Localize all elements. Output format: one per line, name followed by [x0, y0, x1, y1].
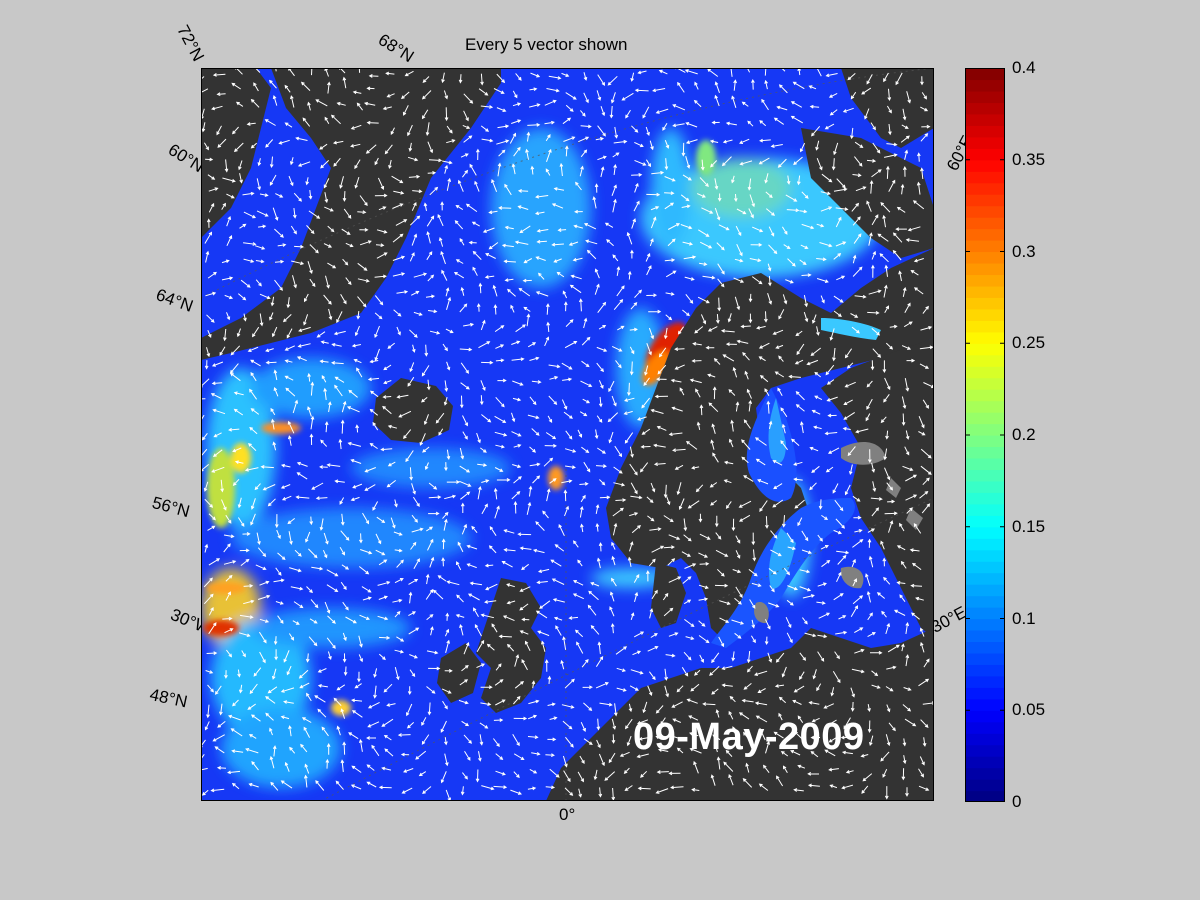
colorbar-step — [965, 113, 1005, 126]
colorbar-step — [965, 607, 1005, 620]
lon-label-30e: 30°E — [928, 602, 970, 637]
colorbar-step — [965, 79, 1005, 92]
land — [201, 68, 934, 801]
colorbar-step — [965, 308, 1005, 321]
colorbar-step — [965, 68, 1005, 81]
colorbar-tick-label: 0 — [1012, 792, 1022, 811]
colorbar-step — [965, 102, 1005, 115]
colorbar-step — [965, 469, 1005, 482]
colorbar-step — [965, 480, 1005, 493]
lat-label-68n: 68°N — [374, 30, 418, 67]
colorbar-step — [965, 423, 1005, 436]
colorbar-step — [965, 767, 1005, 780]
colorbar-tick-label: 0.4 — [1012, 58, 1036, 77]
colorbar-step — [965, 790, 1005, 802]
colorbar-step — [965, 664, 1005, 677]
colorbar-step — [965, 721, 1005, 734]
lat-label-64n: 64°N — [153, 285, 196, 316]
colorbar-tick-label: 0.15 — [1012, 516, 1046, 536]
colorbar-step — [965, 194, 1005, 207]
colorbar — [965, 68, 1005, 802]
colorbar-step — [965, 389, 1005, 402]
colorbar-step — [965, 446, 1005, 459]
colorbar-step — [965, 354, 1005, 367]
colorbar-tick-label: 0.35 — [1012, 149, 1046, 169]
colorbar-step — [965, 331, 1005, 344]
colorbar-step — [965, 733, 1005, 746]
colorbar-step — [965, 492, 1005, 505]
colorbar-step — [965, 675, 1005, 688]
baltic-sea — [711, 318, 881, 648]
colorbar-step — [965, 595, 1005, 608]
colorbar-step — [965, 526, 1005, 539]
date-stamp: 09-May-2009 — [633, 716, 865, 758]
colorbar-step — [965, 205, 1005, 218]
colorbar-tick-label: 0.1 — [1012, 608, 1036, 628]
colorbar-step — [965, 412, 1005, 425]
colorbar-step — [965, 561, 1005, 574]
colorbar-step — [965, 217, 1005, 230]
lat-label-48n: 48°N — [148, 685, 190, 712]
colorbar-step — [965, 687, 1005, 700]
colorbar-step — [965, 320, 1005, 333]
colorbar-step — [965, 584, 1005, 597]
colorbar-step — [965, 652, 1005, 665]
colorbar-step — [965, 710, 1005, 723]
colorbar-step — [965, 251, 1005, 264]
colorbar-step — [965, 182, 1005, 195]
colorbar-step — [965, 629, 1005, 643]
colorbar-step — [965, 148, 1005, 161]
colorbar-step — [965, 457, 1005, 471]
colorbar-step — [965, 171, 1005, 184]
colorbar-step — [965, 744, 1005, 757]
lat-label-72n: 72°N — [173, 22, 208, 65]
colorbar-step — [965, 618, 1005, 631]
vector-arrows — [201, 68, 934, 801]
lat-label-56n: 56°N — [150, 493, 192, 522]
plot-title: Every 5 vector shown — [465, 35, 628, 54]
colorbar-step — [965, 549, 1005, 562]
lon-label-0: 0° — [559, 805, 576, 824]
graticule — [201, 68, 934, 801]
colorbar-step — [965, 515, 1005, 528]
colorbar-step — [965, 343, 1005, 356]
colorbar-step — [965, 641, 1005, 654]
colorbar-step — [965, 400, 1005, 413]
colorbar-tick-label: 0.2 — [1012, 425, 1036, 444]
colorbar-step — [965, 538, 1005, 551]
colorbar-step — [965, 240, 1005, 253]
colorbar-step — [965, 285, 1005, 298]
colorbar-step — [965, 228, 1005, 241]
colorbar-step — [965, 136, 1005, 149]
colorbar-step — [965, 756, 1005, 769]
colorbar-step — [965, 698, 1005, 711]
colorbar-step — [965, 377, 1005, 390]
colorbar-step — [965, 366, 1005, 379]
current-speed-map — [201, 68, 934, 801]
colorbar-step — [965, 779, 1005, 792]
colorbar-step — [965, 435, 1005, 448]
colorbar-step — [965, 159, 1005, 172]
colorbar-step — [965, 125, 1005, 138]
colorbar-step — [965, 90, 1005, 104]
colorbar-tick-label: 0.3 — [1012, 241, 1036, 261]
current-vectors — [201, 68, 934, 801]
colorbar-tick-label: 0.25 — [1012, 333, 1046, 353]
colorbar-step — [965, 274, 1005, 287]
colorbar-step — [965, 572, 1005, 585]
colorbar-step — [965, 297, 1005, 310]
colorbar-step — [965, 262, 1005, 276]
lakes — [754, 442, 923, 624]
colorbar-tick-label: 0.05 — [1012, 700, 1046, 720]
colorbar-step — [965, 503, 1005, 516]
